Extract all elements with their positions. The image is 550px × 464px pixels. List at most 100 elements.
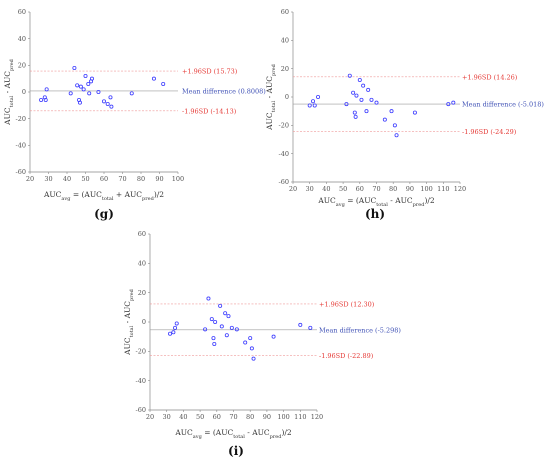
x-tick-label: 50 [196,413,204,421]
data-point [316,95,321,100]
x-tick-label: 60 [356,185,364,193]
lower-sd-line-label: -1.96SD (-14.13) [182,107,237,115]
y-tick-label: 20 [18,62,26,70]
data-point [39,98,44,103]
y-tick-label: 40 [281,37,289,45]
data-point [161,82,166,87]
y-tick-label: -60 [136,406,146,414]
data-point [218,303,223,308]
data-point [234,327,239,332]
panel-label: (h) [365,207,385,221]
y-tick-label: 60 [18,8,26,16]
y-tick-label: 0 [142,318,146,326]
y-tick-label: 40 [18,35,26,43]
x-tick-label: 100 [420,185,432,193]
data-point [81,87,86,92]
y-tick-label: 20 [281,65,289,73]
x-tick-label: 90 [263,413,271,421]
data-point [374,100,379,105]
data-point [364,109,369,114]
data-point [311,99,316,104]
x-tick-label: 70 [372,185,380,193]
y-tick-label: -40 [136,377,146,385]
x-tick-label: 70 [229,413,237,421]
data-point [72,66,77,71]
y-tick-label: 20 [138,289,146,297]
y-tick-label: -20 [136,348,146,356]
data-point [249,346,254,351]
data-point [212,341,217,346]
x-tick-label: 90 [406,185,414,193]
panel-label: (i) [228,444,244,458]
x-tick-label: 80 [389,185,397,193]
data-point [171,330,176,335]
x-tick-label: 40 [63,175,71,183]
data-point [209,317,214,322]
x-tick-label: 20 [146,413,154,421]
data-point [307,103,312,108]
x-tick-label: 20 [26,175,34,183]
x-tick-label: 30 [306,185,314,193]
data-point [352,110,357,115]
data-point [392,123,397,128]
x-tick-label: 110 [437,185,449,193]
upper-sd-line-label: +1.96SD (12.30) [319,300,375,308]
data-point [359,97,364,102]
y-tick-label: 0 [285,93,289,101]
data-point [243,340,248,345]
data-point [44,87,49,92]
data-point [75,83,80,88]
data-point [248,336,253,341]
data-point [389,109,394,114]
lower-sd-line-label: -1.96SD (-24.29) [462,128,517,136]
mean-line-label: Mean difference (0.8008) [182,87,266,95]
data-point [298,322,303,327]
data-point [87,91,92,96]
y-axis-label: AUCtotal - AUCpred [265,63,277,130]
x-tick-label: 60 [213,413,221,421]
y-tick-label: -60 [16,168,26,176]
x-tick-label: 80 [137,175,145,183]
data-point [86,82,91,87]
x-tick-label: 30 [44,175,52,183]
data-point [361,83,366,88]
x-tick-label: 50 [81,175,89,183]
data-point [369,97,374,102]
data-point [151,76,156,81]
y-tick-label: -40 [279,150,289,158]
data-point [213,319,218,324]
x-axis-label: AUCavg = (AUCtotal - AUCpred)/2 [174,428,292,440]
lower-sd-line-label: -1.96SD (-22.89) [319,352,374,360]
data-point [366,87,371,92]
mean-line-label: Mean difference (-5.018) [462,101,544,109]
panel-h: -60 -40 -20 0 20 40 60 20 30 40 50 60 70 80 90 100 110 12… [265,8,544,221]
x-tick-label: 60 [100,175,108,183]
x-tick-label: 70 [118,175,126,183]
panel-g: -60 -40 -20 0 20 40 60 20 30 40 50 60 70 80 90 100 +1.96… [3,8,266,221]
data-point [451,100,456,105]
y-tick-label: -40 [16,142,26,150]
data-point [226,314,231,319]
x-tick-label: 120 [454,185,466,193]
data-point [357,78,362,83]
x-axis-label: AUCavg = (AUCtotal + AUCpred)/2 [43,190,164,202]
data-point [219,324,224,329]
data-point [173,325,178,330]
data-point [312,103,317,108]
data-point [353,114,358,119]
mean-line-label: Mean difference (-5.298) [319,326,401,334]
data-point [382,117,387,122]
x-tick-label: 100 [172,175,184,183]
y-tick-label: -20 [16,115,26,123]
data-point [271,334,276,339]
data-point [43,98,48,103]
y-tick-label: -60 [279,178,289,186]
y-axis-label: AUCtotal - AUCpred [3,58,15,125]
data-point [105,102,110,107]
data-point [108,95,113,100]
x-tick-label: 110 [294,413,306,421]
data-point [446,102,451,107]
data-point [89,76,94,81]
data-point [308,325,313,330]
